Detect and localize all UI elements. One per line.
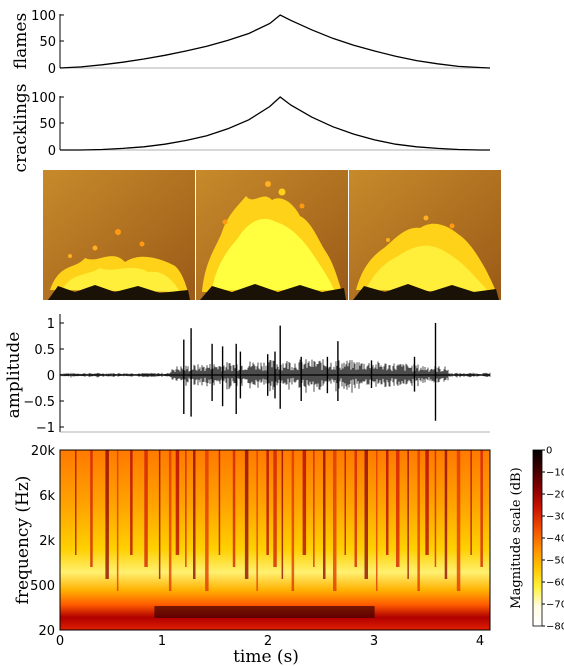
- flames-ylabel: flames: [11, 13, 31, 69]
- spectrogram-stripe: [232, 450, 236, 567]
- amplitude-tick-0.5: 0.5: [34, 343, 55, 358]
- amplitude-ylabel: amplitude: [4, 332, 24, 419]
- amplitude-tick-neg1: −1: [36, 421, 55, 436]
- spectrogram-panel: 20k 6k 2k 500 20 0 1 2 3 4 time (s) freq…: [13, 444, 491, 666]
- spectrogram-stripe: [364, 450, 368, 579]
- waveform: [59, 323, 491, 421]
- spectrogram-stripe: [175, 450, 180, 555]
- spectrogram-stripe: [273, 450, 277, 567]
- flames-tick-100: 100: [31, 9, 56, 24]
- spectrogram-stripe: [470, 450, 472, 555]
- spectrogram-stripe: [130, 450, 133, 555]
- cracklings-panel: 0 50 100 cracklings: [11, 83, 490, 173]
- time-tick-1: 1: [158, 634, 166, 649]
- cracklings-ylabel: cracklings: [11, 83, 31, 172]
- colorbar-tick-label: −80: [546, 622, 564, 633]
- spectrogram-stripe: [105, 450, 109, 579]
- spectrogram-stripe: [291, 450, 295, 591]
- spectrogram-stripe: [425, 450, 429, 555]
- colorbar-tick-label: 0: [546, 446, 552, 457]
- freq-tick-500: 500: [30, 579, 55, 594]
- colorbar: 0 −10 −20 −30 −40 −50 −60 −70 −80 Magnitude scal…: [509, 446, 564, 633]
- spectrogram-stripe: [444, 450, 448, 579]
- spectrogram-stripe: [281, 450, 284, 579]
- amplitude-tick-neg0.5: −0.5: [23, 395, 55, 410]
- spectrogram-stripe: [376, 450, 378, 591]
- spectrogram-stripes: [75, 450, 483, 618]
- spectrogram-stripe: [313, 450, 315, 567]
- spectrogram-stripe: [193, 450, 196, 579]
- colorbar-tick-label: −30: [546, 512, 564, 523]
- spectrogram-stripe: [75, 450, 77, 555]
- time-tick-2: 2: [264, 634, 272, 649]
- spectrogram-low-band: [154, 606, 375, 618]
- spectrogram-stripe: [386, 450, 389, 555]
- spectrogram-frame: [59, 449, 491, 631]
- colorbar-label: Magnitude scale (dB): [509, 467, 524, 608]
- spectrogram-stripe: [354, 450, 357, 567]
- cracklings-curve: [60, 96, 490, 151]
- flames-curve: [59, 14, 491, 69]
- fire-frame-2: [196, 170, 348, 300]
- time-tick-4: 4: [476, 634, 484, 649]
- spectrogram-xlabel: time (s): [233, 647, 299, 666]
- spectrogram-stripe: [256, 450, 258, 591]
- spectrogram-stripe: [333, 450, 337, 591]
- time-tick-0: 0: [56, 634, 64, 649]
- spectrogram-stripe: [144, 450, 148, 567]
- flames-panel: 0 50 100 flames: [11, 9, 491, 77]
- colorbar-tick-label: −10: [546, 468, 564, 479]
- amplitude-tick-1: 1: [47, 317, 55, 332]
- fire-frame-1: [43, 170, 195, 300]
- cracklings-tick-100: 100: [31, 91, 56, 106]
- time-tick-3: 3: [370, 634, 378, 649]
- spectrogram-stripe: [407, 450, 409, 579]
- spectrogram-stripe: [456, 450, 461, 591]
- colorbar-ticks: 0 −10 −20 −30 −40 −50 −60 −70 −80: [542, 446, 564, 633]
- amplitude-tick-0: 0: [47, 369, 55, 384]
- freq-tick-6k: 6k: [39, 489, 55, 504]
- fire-frame-3: [349, 170, 501, 300]
- spectrogram-stripe: [218, 450, 221, 555]
- flames-tick-50: 50: [39, 35, 56, 50]
- spectrogram-stripe: [158, 450, 161, 579]
- spectrogram-stripe: [480, 450, 483, 567]
- spectrogram-stripe: [116, 450, 119, 591]
- spectrogram-stripe: [266, 450, 269, 555]
- spectrogram-stripe: [205, 450, 209, 591]
- cracklings-tick-0: 0: [48, 144, 56, 159]
- colorbar-tick-label: −40: [546, 534, 564, 545]
- spectrogram-stripe: [344, 450, 346, 555]
- spectrogram-stripe: [90, 450, 93, 567]
- spectrogram-stripe: [417, 450, 420, 591]
- spectrogram-stripe: [323, 450, 326, 579]
- spectrogram-ylabel: frequency (Hz): [13, 476, 33, 605]
- fire-frames: [43, 170, 501, 300]
- freq-tick-20k: 20k: [31, 444, 56, 459]
- colorbar-tick-label: −70: [546, 600, 564, 611]
- spectrogram-stripe: [302, 450, 307, 555]
- colorbar-tick-label: −60: [546, 578, 564, 589]
- spectrogram-stripe: [396, 450, 400, 567]
- colorbar-gradient: [532, 449, 543, 627]
- spectrogram-stripe: [168, 450, 172, 591]
- colorbar-tick-label: −50: [546, 556, 564, 567]
- colorbar-tick-label: −20: [546, 490, 564, 501]
- cracklings-tick-50: 50: [39, 117, 56, 132]
- spectrogram-stripe: [434, 450, 437, 567]
- spectrogram-stripe: [185, 450, 187, 567]
- freq-tick-2k: 2k: [39, 534, 55, 549]
- spectrogram-stripe: [244, 450, 249, 579]
- flames-tick-0: 0: [48, 62, 56, 77]
- freq-tick-20: 20: [38, 624, 55, 639]
- amplitude-panel: 1 0.5 0 −0.5 −1 amplitude: [4, 314, 491, 436]
